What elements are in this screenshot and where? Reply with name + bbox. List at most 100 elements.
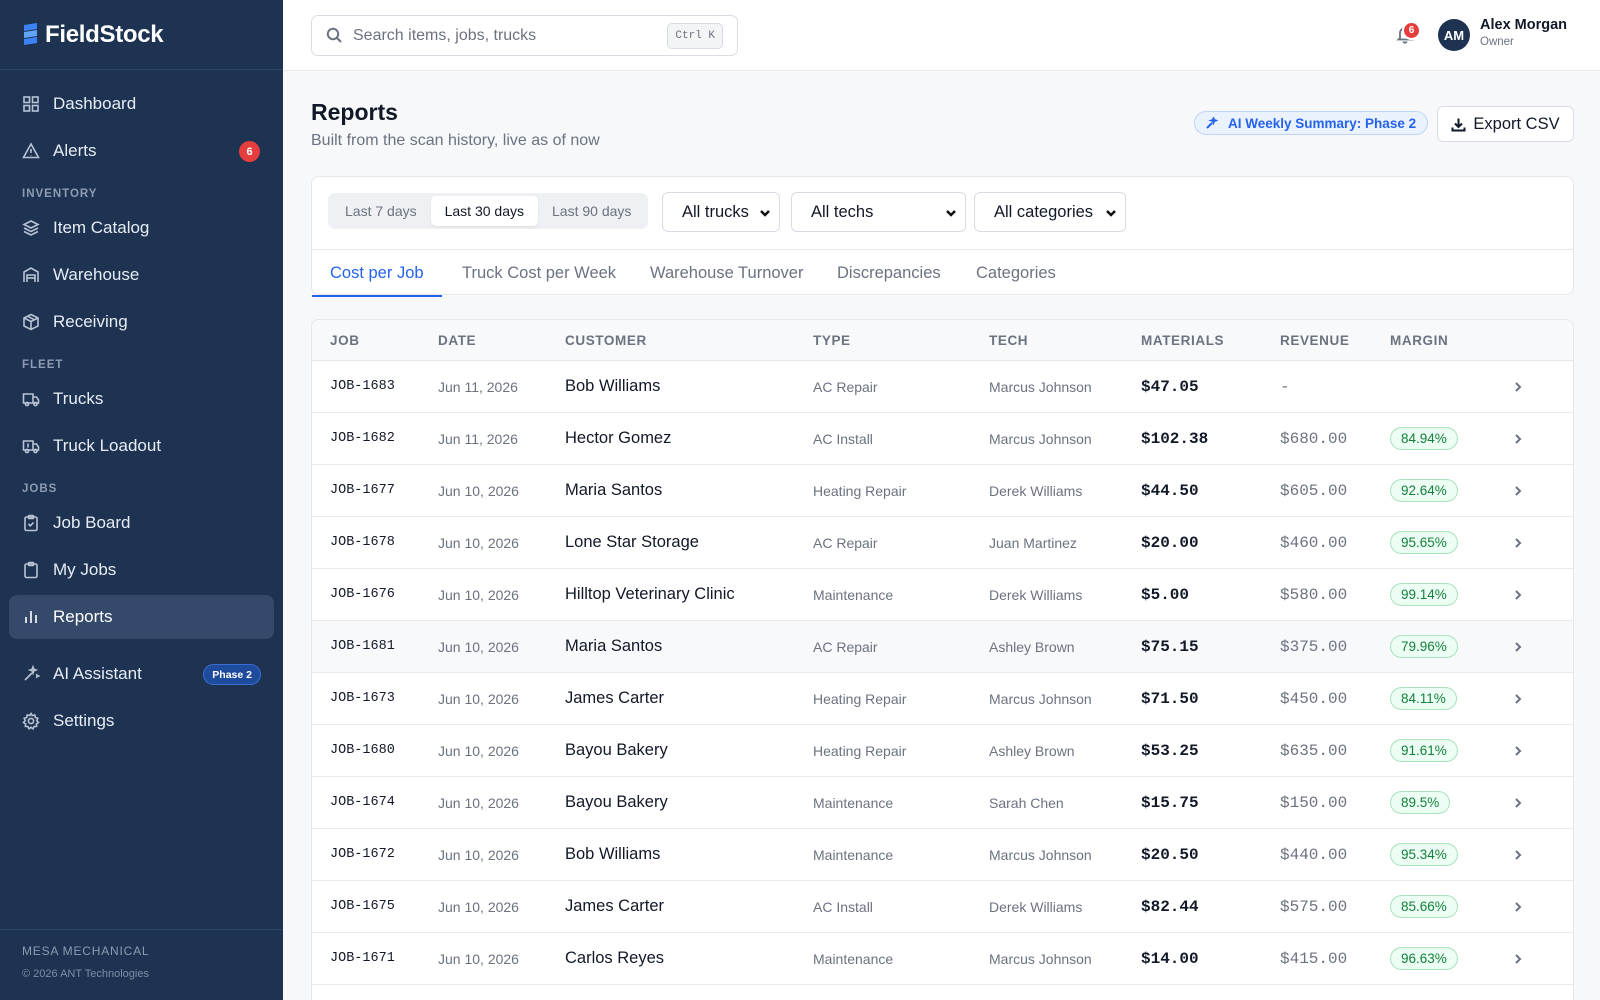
- job-date: Jun 10, 2026: [438, 534, 519, 551]
- avatar[interactable]: AM: [1438, 19, 1470, 51]
- truck-filter-select[interactable]: All trucks: [662, 192, 780, 232]
- sidebar-item-label: Trucks: [53, 389, 104, 408]
- table-row[interactable]: JOB-1678 Jun 10, 2026 Lone Star Storage AC …: [312, 517, 1573, 569]
- chevron-right-icon[interactable]: [1512, 881, 1524, 932]
- sidebar-item-trucks[interactable]: Trucks: [9, 377, 274, 421]
- sidebar-item-label: Truck Loadout: [53, 436, 162, 455]
- column-header-job[interactable]: JOB: [330, 333, 360, 348]
- job-id: JOB-1671: [330, 951, 395, 966]
- category-filter-select[interactable]: All categories: [974, 192, 1126, 232]
- customer-name: James Carter: [565, 689, 665, 707]
- search-box[interactable]: Ctrl K: [311, 15, 738, 56]
- job-date: Jun 10, 2026: [438, 742, 519, 759]
- column-header-type[interactable]: TYPE: [813, 333, 851, 348]
- column-header-revenue[interactable]: REVENUE: [1280, 333, 1350, 348]
- customer-name: Carlos Reyes: [565, 949, 665, 967]
- table-row[interactable]: JOB-1674 Jun 10, 2026 Bayou Bakery Maintena…: [312, 777, 1573, 829]
- chevron-right-icon[interactable]: [1512, 933, 1524, 984]
- revenue: $375.00: [1280, 637, 1348, 656]
- table-row[interactable]: JOB-1681 Jun 10, 2026 Maria Santos AC Repai…: [312, 621, 1573, 673]
- range-last-7-days[interactable]: Last 7 days: [345, 203, 417, 219]
- margin-cell: 79.96%: [1390, 621, 1458, 672]
- margin-badge: 91.61%: [1390, 739, 1458, 762]
- job-id: JOB-1674: [330, 795, 395, 810]
- warehouse-icon: [22, 266, 40, 284]
- sidebar-item-settings[interactable]: Settings: [9, 699, 274, 743]
- column-header-tech[interactable]: TECH: [989, 333, 1029, 348]
- table-row[interactable]: JOB-1683 Jun 11, 2026 Bob Williams AC Repai…: [312, 361, 1573, 413]
- margin-badge: 99.14%: [1390, 583, 1458, 606]
- tech-name: Marcus Johnson: [989, 430, 1092, 447]
- sparkle-wand-icon: [22, 665, 40, 683]
- table-row[interactable]: JOB-1675 Jun 10, 2026 James Carter AC Insta…: [312, 881, 1573, 933]
- search-input[interactable]: [353, 26, 653, 45]
- column-header-materials[interactable]: MATERIALS: [1141, 333, 1225, 348]
- materials-cost: $15.75: [1141, 793, 1199, 812]
- table-row[interactable]: JOB-1673 Jun 10, 2026 James Carter Heating …: [312, 673, 1573, 725]
- revenue: $150.00: [1280, 793, 1348, 812]
- sidebar-item-job-board[interactable]: Job Board: [9, 501, 274, 545]
- chevron-right-icon[interactable]: [1512, 621, 1524, 672]
- tab-cost-per-job[interactable]: Cost per Job: [312, 250, 442, 297]
- sidebar-item-truck-loadout[interactable]: Truck Loadout: [9, 424, 274, 468]
- user-name[interactable]: Alex Morgan: [1480, 17, 1568, 33]
- chevron-right-icon[interactable]: [1512, 465, 1524, 516]
- job-date: Jun 10, 2026: [438, 586, 519, 603]
- chevron-right-icon[interactable]: [1512, 777, 1524, 828]
- page-title: Reports: [311, 99, 398, 125]
- tab-truck-cost-per-week[interactable]: Truck Cost per Week: [462, 263, 617, 282]
- brand[interactable]: FieldStock: [0, 0, 283, 70]
- margin-badge: 84.11%: [1390, 687, 1457, 710]
- revenue: $450.00: [1280, 689, 1348, 708]
- table-row[interactable]: JOB-1677 Jun 10, 2026 Maria Santos Heating …: [312, 465, 1573, 517]
- sidebar: FieldStock Dashboard Alerts 6 INVENTORY …: [0, 0, 283, 1000]
- copyright: © 2026 ANT Technologies: [22, 968, 149, 980]
- tech-filter-select[interactable]: All techs: [791, 192, 966, 232]
- materials-cost: $82.44: [1141, 897, 1199, 916]
- export-csv-button[interactable]: Export CSV: [1437, 106, 1574, 142]
- ai-weekly-summary-label: AI Weekly Summary: Phase 2: [1228, 115, 1417, 131]
- sidebar-item-reports[interactable]: Reports: [9, 595, 274, 639]
- date-range-selector: Last 7 days Last 30 days Last 90 days: [328, 193, 649, 229]
- sidebar-item-my-jobs[interactable]: My Jobs: [9, 548, 274, 592]
- revenue: $680.00: [1280, 429, 1348, 448]
- chevron-right-icon[interactable]: [1512, 361, 1524, 412]
- sidebar-item-ai-assistant[interactable]: AI Assistant Phase 2: [9, 652, 274, 696]
- materials-cost: $20.00: [1141, 533, 1199, 552]
- margin-badge: 89.5%: [1390, 791, 1451, 814]
- chevron-right-icon[interactable]: [1512, 829, 1524, 880]
- table-row[interactable]: JOB-1671 Jun 10, 2026 Carlos Reyes Maintena…: [312, 933, 1573, 985]
- sidebar-item-warehouse[interactable]: Warehouse: [9, 253, 274, 297]
- job-date: Jun 10, 2026: [438, 898, 519, 915]
- range-last-90-days[interactable]: Last 90 days: [552, 203, 632, 219]
- chevron-right-icon[interactable]: [1512, 569, 1524, 620]
- customer-name: Maria Santos: [565, 637, 663, 655]
- chevron-right-icon[interactable]: [1512, 517, 1524, 568]
- table-row[interactable]: JOB-1676 Jun 10, 2026 Hilltop Veterinary C…: [312, 569, 1573, 621]
- sidebar-item-alerts[interactable]: Alerts 6: [9, 129, 274, 173]
- tab-discrepancies[interactable]: Discrepancies: [837, 263, 941, 282]
- topbar: Ctrl K 6 AM Alex Morgan Owner: [283, 0, 1600, 71]
- column-header-date[interactable]: DATE: [438, 333, 477, 348]
- keyboard-shortcut-hint: Ctrl K: [667, 23, 723, 49]
- ai-weekly-summary-badge[interactable]: AI Weekly Summary: Phase 2: [1194, 111, 1429, 135]
- sidebar-footer: MESA MECHANICAL © 2026 ANT Technologies: [0, 929, 283, 1000]
- sidebar-item-item-catalog[interactable]: Item Catalog: [9, 206, 274, 250]
- organization-name: MESA MECHANICAL: [22, 944, 150, 958]
- tab-warehouse-turnover[interactable]: Warehouse Turnover: [650, 263, 804, 282]
- column-header-customer[interactable]: CUSTOMER: [565, 333, 647, 348]
- materials-cost: $75.15: [1141, 637, 1199, 656]
- chevron-right-icon[interactable]: [1512, 413, 1524, 464]
- sidebar-item-receiving[interactable]: Receiving: [9, 300, 274, 344]
- range-last-30-days[interactable]: Last 30 days: [430, 196, 538, 226]
- chevron-right-icon[interactable]: [1512, 725, 1524, 776]
- table-row[interactable]: JOB-1680 Jun 10, 2026 Bayou Bakery Heating …: [312, 725, 1573, 777]
- tech-name: Derek Williams: [989, 586, 1083, 603]
- job-date: Jun 10, 2026: [438, 638, 519, 655]
- chevron-right-icon[interactable]: [1512, 673, 1524, 724]
- column-header-margin[interactable]: MARGIN: [1390, 333, 1449, 348]
- table-row[interactable]: JOB-1672 Jun 10, 2026 Bob Williams Maintena…: [312, 829, 1573, 881]
- tab-categories[interactable]: Categories: [976, 263, 1056, 282]
- table-row[interactable]: JOB-1682 Jun 11, 2026 Hector Gomez AC Insta…: [312, 413, 1573, 465]
- sidebar-item-dashboard[interactable]: Dashboard: [9, 82, 274, 126]
